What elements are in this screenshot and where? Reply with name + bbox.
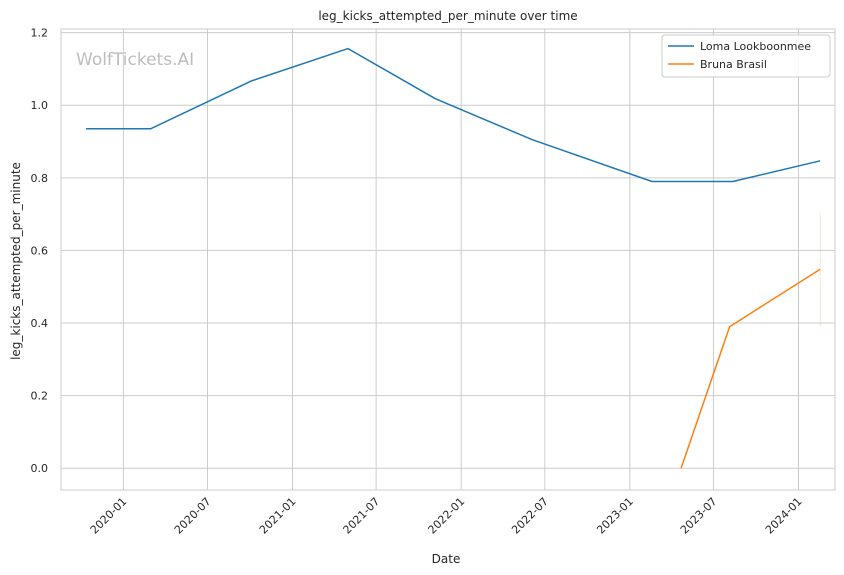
legend: Loma Lookboonmee Bruna Brasil	[661, 34, 831, 78]
legend-label: Loma Lookboonmee	[700, 40, 811, 53]
y-tick-label: 0.8	[31, 172, 49, 185]
x-axis-title: Date	[432, 552, 461, 566]
chart-title: leg_kicks_attempted_per_minute over time	[318, 9, 577, 23]
y-axis: 0.0 0.2 0.4 0.6 0.8 1.0 1.2	[31, 27, 49, 476]
y-axis-title: leg_kicks_attempted_per_minute	[9, 162, 23, 360]
legend-label: Bruna Brasil	[700, 58, 767, 71]
grid	[61, 29, 835, 490]
series-layer	[86, 47, 821, 469]
y-tick-label: 0.2	[31, 390, 49, 403]
plot-area	[60, 28, 836, 491]
y-tick-label: 0.0	[31, 462, 49, 475]
y-tick-label: 1.2	[31, 27, 49, 40]
series-line	[680, 268, 821, 469]
watermark: WolfTickets.AI	[76, 50, 194, 70]
legend-box	[661, 34, 831, 78]
y-tick-label: 1.0	[31, 99, 49, 112]
series-line	[86, 47, 821, 183]
y-tick-label: 0.6	[31, 244, 49, 257]
y-tick-label: 0.4	[31, 317, 49, 330]
